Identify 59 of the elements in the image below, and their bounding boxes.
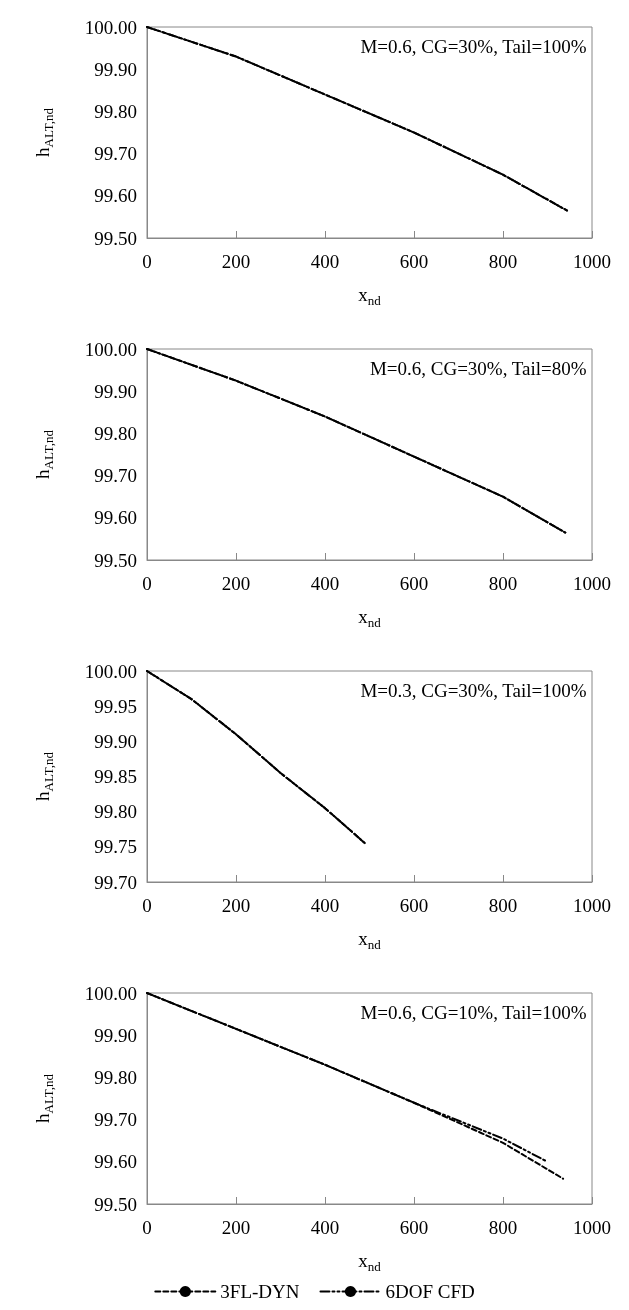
- x-tick-label: 400: [310, 573, 340, 594]
- y-tick-label: 100.00: [84, 16, 137, 38]
- x-tick-label: 0: [142, 1217, 152, 1238]
- x-tick-label: 0: [142, 251, 152, 272]
- y-tick-label: 99.80: [94, 422, 137, 444]
- y-tick-label: 99.90: [94, 1024, 137, 1046]
- x-tick-label: 1000: [573, 251, 611, 272]
- y-axis-title: hALT,nd: [32, 1073, 56, 1123]
- x-tick-label: 800: [488, 573, 518, 594]
- y-axis-title: hALT,nd: [32, 751, 56, 801]
- annotation: M=0.3, CG=30%, Tail=100%: [360, 680, 587, 701]
- x-tick-label: 200: [221, 1217, 251, 1238]
- annotation: M=0.6, CG=10%, Tail=100%: [360, 1002, 587, 1023]
- y-tick-label: 99.80: [94, 100, 137, 122]
- x-tick-label: 400: [310, 251, 340, 272]
- y-tick-label: 99.90: [94, 380, 137, 402]
- x-tick-label: 200: [221, 251, 251, 272]
- y-tick-label: 99.70: [94, 871, 137, 893]
- x-tick-label: 0: [142, 573, 152, 594]
- legend-label: 3FL-DYN: [220, 1281, 300, 1302]
- y-tick-label: 100.00: [84, 338, 137, 360]
- y-tick-label: 99.60: [94, 1151, 137, 1173]
- x-tick-label: 0: [142, 895, 152, 916]
- x-tick-label: 200: [221, 573, 251, 594]
- x-tick-label: 1000: [573, 1217, 611, 1238]
- x-tick-label: 400: [310, 895, 340, 916]
- y-tick-label: 100.00: [84, 660, 137, 682]
- legend-label: 6DOF CFD: [385, 1281, 475, 1302]
- y-axis-title: hALT,nd: [32, 429, 56, 479]
- y-tick-label: 99.90: [94, 730, 137, 752]
- y-tick-label: 99.80: [94, 1066, 137, 1088]
- x-tick-label: 1000: [573, 895, 611, 916]
- y-tick-label: 100.00: [84, 982, 137, 1004]
- x-tick-label: 600: [399, 895, 429, 916]
- x-tick-label: 800: [488, 1217, 518, 1238]
- annotation: M=0.6, CG=30%, Tail=100%: [360, 36, 587, 57]
- y-tick-label: 99.80: [94, 801, 137, 823]
- y-tick-label: 99.70: [94, 143, 137, 165]
- y-tick-label: 99.95: [94, 695, 137, 717]
- y-tick-label: 99.50: [94, 227, 137, 249]
- x-tick-label: 600: [399, 1217, 429, 1238]
- x-tick-label: 200: [221, 895, 251, 916]
- y-axis-title: hALT,nd: [32, 107, 56, 157]
- x-tick-label: 600: [399, 573, 429, 594]
- y-tick-label: 99.85: [94, 766, 137, 787]
- y-tick-label: 99.50: [94, 549, 137, 571]
- x-tick-label: 1000: [573, 573, 611, 594]
- y-tick-label: 99.60: [94, 507, 137, 529]
- y-tick-label: 99.70: [94, 1109, 137, 1131]
- x-tick-label: 400: [310, 1217, 340, 1238]
- y-tick-label: 99.50: [94, 1193, 137, 1215]
- y-tick-label: 99.60: [94, 185, 137, 207]
- y-tick-label: 99.75: [94, 836, 137, 858]
- y-tick-label: 99.70: [94, 465, 137, 487]
- x-tick-label: 800: [488, 895, 518, 916]
- x-tick-label: 600: [399, 251, 429, 272]
- y-tick-label: 99.90: [94, 58, 137, 80]
- annotation: M=0.6, CG=30%, Tail=80%: [369, 358, 587, 379]
- x-tick-label: 800: [488, 251, 518, 272]
